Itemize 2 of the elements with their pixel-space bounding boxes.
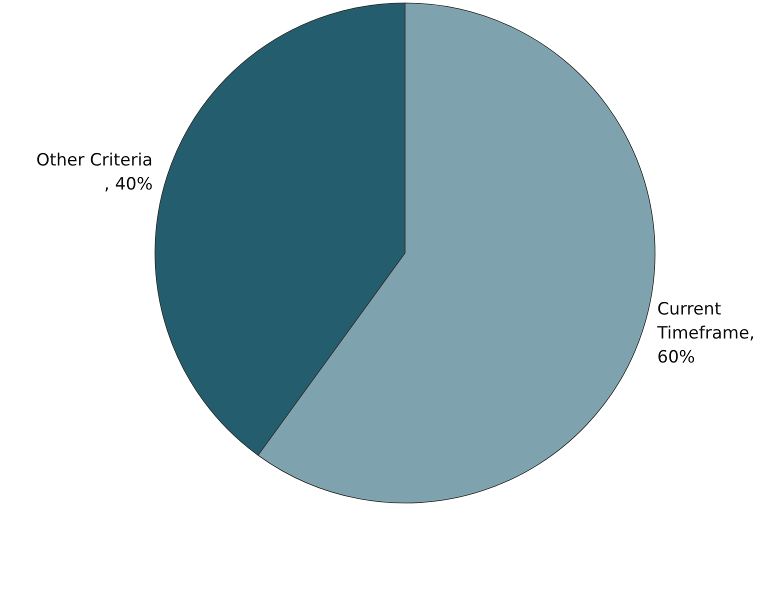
slice-label: Other Criteria, 40% [36,150,153,195]
slice-label: Current Timeframe, 60% [656,299,760,368]
